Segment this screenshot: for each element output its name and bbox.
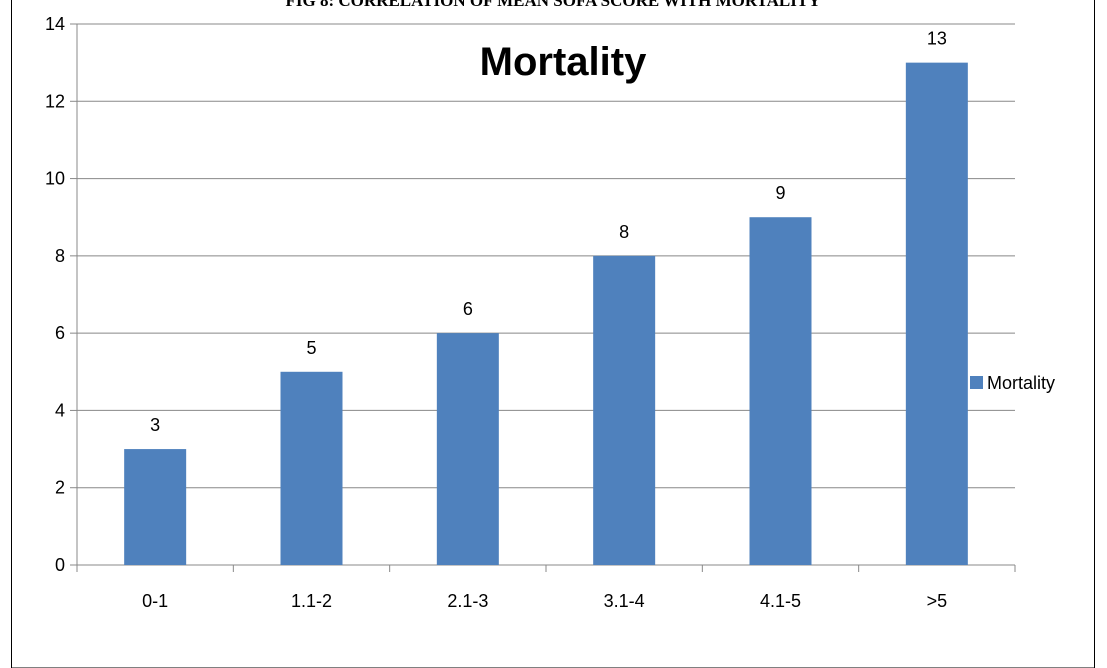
bars: [124, 62, 968, 566]
gridlines: [77, 23, 1015, 489]
bar: [436, 333, 499, 565]
data-label: 8: [619, 222, 629, 242]
x-tick-label: 3.1-4: [604, 591, 645, 611]
y-tick-label: 0: [55, 555, 65, 575]
data-labels: 3 5 6 8 9 13: [150, 29, 947, 435]
x-tick-label: 1.1-2: [291, 591, 332, 611]
legend: Mortality: [970, 373, 1055, 393]
x-axis-ticks: 0-1 1.1-2 2.1-3 3.1-4 4.1-5 >5: [76, 565, 1016, 611]
y-tick-label: 2: [55, 478, 65, 498]
legend-swatch: [970, 376, 983, 389]
data-label: 3: [150, 415, 160, 435]
y-tick-label: 4: [55, 400, 65, 420]
bar: [593, 255, 656, 565]
x-tick-label: 2.1-3: [447, 591, 488, 611]
legend-label: Mortality: [987, 373, 1055, 393]
bar: [749, 217, 812, 565]
figure-caption: FIG 8: CORRELATION OF MEAN SOFA SCORE WI…: [286, 0, 821, 10]
x-tick-label: 0-1: [142, 591, 168, 611]
y-tick-label: 6: [55, 323, 65, 343]
y-tick-label: 14: [45, 14, 65, 34]
bar: [280, 371, 343, 565]
chart-title: Mortality: [480, 40, 647, 84]
x-tick-label: >5: [927, 591, 948, 611]
y-axis-ticks: 0 2 4 6 8 10 12 14: [45, 14, 77, 575]
bar: [905, 62, 968, 566]
data-label: 5: [306, 338, 316, 358]
data-label: 13: [927, 29, 947, 49]
data-label: 9: [775, 183, 785, 203]
y-tick-label: 12: [45, 91, 65, 111]
data-label: 6: [463, 299, 473, 319]
x-tick-label: 4.1-5: [760, 591, 801, 611]
bar: [124, 449, 187, 565]
y-tick-label: 8: [55, 246, 65, 266]
y-tick-label: 10: [45, 169, 65, 189]
